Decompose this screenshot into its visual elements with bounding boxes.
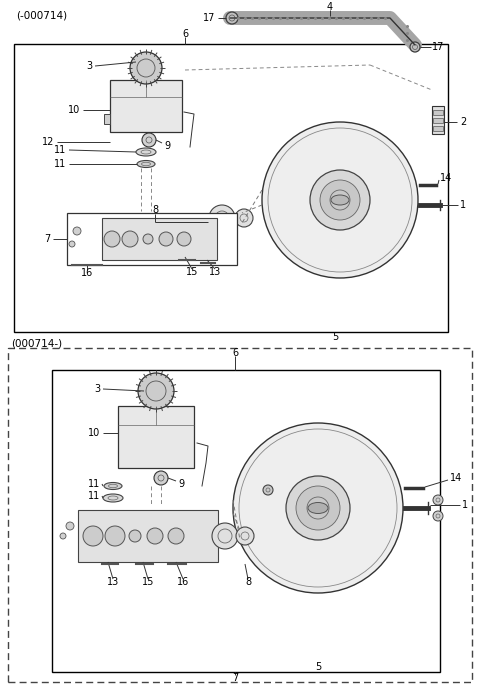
- Circle shape: [138, 373, 174, 409]
- Text: 1: 1: [460, 200, 466, 210]
- Text: 11: 11: [54, 145, 66, 155]
- Circle shape: [310, 170, 370, 230]
- Text: 2: 2: [460, 117, 466, 127]
- Text: 11: 11: [54, 159, 66, 169]
- Circle shape: [168, 528, 184, 544]
- Text: 17: 17: [203, 13, 215, 23]
- Circle shape: [433, 511, 443, 521]
- Bar: [118, 406, 194, 468]
- Text: 15: 15: [142, 577, 154, 587]
- Circle shape: [122, 231, 138, 247]
- Circle shape: [159, 232, 173, 246]
- Circle shape: [73, 227, 81, 235]
- Text: (-000714): (-000714): [16, 11, 67, 21]
- Circle shape: [129, 530, 141, 542]
- Text: (000714-): (000714-): [11, 338, 62, 348]
- Text: 6: 6: [182, 29, 188, 39]
- Text: 9: 9: [178, 479, 184, 489]
- Circle shape: [104, 231, 120, 247]
- Text: 4: 4: [327, 2, 333, 12]
- Text: 12: 12: [42, 137, 54, 147]
- Text: 3: 3: [86, 61, 92, 71]
- Text: 11: 11: [88, 491, 100, 501]
- Text: 14: 14: [450, 473, 462, 483]
- Text: 8: 8: [245, 577, 251, 587]
- Circle shape: [296, 486, 340, 530]
- Circle shape: [410, 42, 420, 52]
- Circle shape: [154, 471, 168, 485]
- Bar: [8, 348, 472, 682]
- Bar: [78, 510, 218, 562]
- Bar: [433, 110, 443, 115]
- Bar: [67, 213, 237, 265]
- Circle shape: [235, 209, 253, 227]
- Circle shape: [66, 522, 74, 530]
- Text: 6: 6: [232, 348, 238, 358]
- Circle shape: [263, 485, 273, 495]
- Ellipse shape: [136, 148, 156, 156]
- Circle shape: [177, 232, 191, 246]
- Circle shape: [147, 528, 163, 544]
- Bar: [102, 218, 217, 260]
- Circle shape: [69, 241, 75, 247]
- Text: 7: 7: [232, 673, 238, 683]
- Bar: [104, 114, 110, 124]
- Circle shape: [433, 495, 443, 505]
- Ellipse shape: [137, 161, 155, 168]
- Ellipse shape: [331, 195, 349, 205]
- Bar: [52, 370, 440, 672]
- Bar: [433, 126, 443, 131]
- Circle shape: [286, 476, 350, 540]
- Text: 8: 8: [152, 205, 158, 215]
- Text: 13: 13: [209, 267, 221, 277]
- Text: 16: 16: [81, 268, 93, 278]
- Text: 17: 17: [432, 42, 444, 52]
- Text: 5: 5: [332, 332, 338, 342]
- Text: 10: 10: [68, 105, 80, 115]
- Circle shape: [142, 133, 156, 147]
- Text: 9: 9: [164, 141, 170, 151]
- Circle shape: [212, 523, 238, 549]
- Circle shape: [233, 423, 403, 593]
- Circle shape: [105, 526, 125, 546]
- Text: 11: 11: [88, 479, 100, 489]
- Text: 5: 5: [315, 662, 321, 672]
- Text: 3: 3: [94, 384, 100, 394]
- Circle shape: [262, 122, 418, 278]
- Circle shape: [226, 12, 238, 24]
- Bar: [433, 118, 443, 123]
- Text: 15: 15: [186, 267, 198, 277]
- Text: 16: 16: [177, 577, 189, 587]
- Bar: [432, 106, 444, 134]
- Circle shape: [60, 533, 66, 539]
- Bar: [14, 44, 448, 332]
- Ellipse shape: [103, 494, 123, 502]
- Circle shape: [236, 527, 254, 545]
- Circle shape: [130, 52, 162, 84]
- Bar: [110, 80, 182, 132]
- Text: 10: 10: [88, 428, 100, 438]
- Circle shape: [143, 234, 153, 244]
- Text: 7: 7: [44, 234, 50, 244]
- Circle shape: [209, 205, 235, 231]
- Ellipse shape: [104, 482, 122, 489]
- Text: 13: 13: [107, 577, 119, 587]
- Ellipse shape: [308, 502, 328, 513]
- Circle shape: [320, 180, 360, 220]
- Text: 1: 1: [462, 500, 468, 510]
- Circle shape: [83, 526, 103, 546]
- Text: 14: 14: [440, 173, 452, 183]
